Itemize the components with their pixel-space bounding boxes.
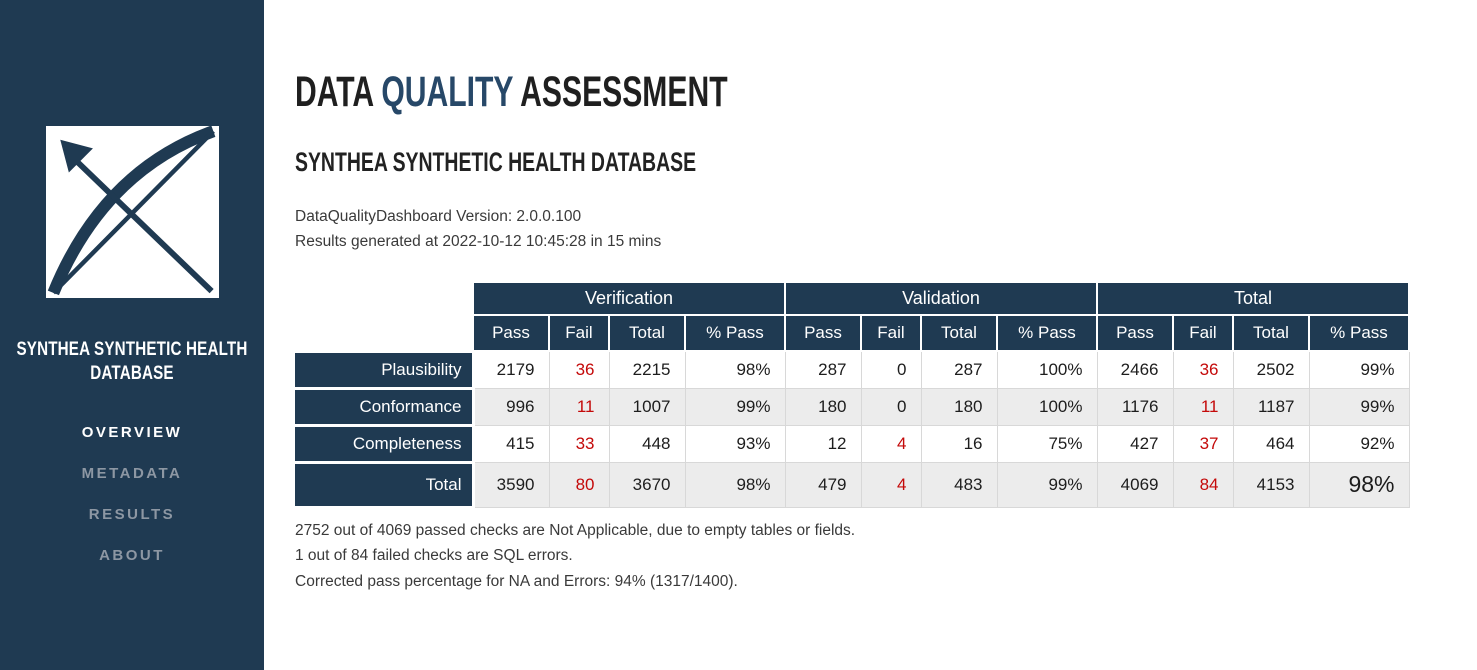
title-post: ASSESSMENT bbox=[512, 68, 728, 116]
run-metadata: DataQualityDashboard Version: 2.0.0.100 … bbox=[295, 204, 1410, 254]
cell: 75% bbox=[996, 424, 1098, 463]
row-label: Completeness bbox=[295, 423, 475, 464]
group-header-verification: Verification bbox=[472, 281, 786, 316]
cell: 180 bbox=[784, 387, 862, 426]
cell: 2502 bbox=[1232, 350, 1310, 389]
cell: 1187 bbox=[1232, 387, 1310, 426]
title-pre: DATA bbox=[295, 68, 382, 116]
cell-fail: 36 bbox=[1172, 350, 1234, 389]
row-label: Plausibility bbox=[295, 349, 475, 390]
table-row-completeness: Completeness 415 33 448 93% 12 4 16 75% … bbox=[295, 423, 1410, 464]
footnotes: 2752 out of 4069 passed checks are Not A… bbox=[295, 518, 1410, 595]
generated-line: Results generated at 2022-10-12 10:45:28… bbox=[295, 233, 662, 250]
col-validation-total: Total bbox=[920, 314, 998, 352]
col-validation-pass: Pass bbox=[784, 314, 862, 352]
cell: 996 bbox=[472, 387, 550, 426]
cell-fail: 84 bbox=[1172, 461, 1234, 508]
cell-fail: 4 bbox=[860, 461, 922, 508]
cell: 415 bbox=[472, 424, 550, 463]
cell: 92% bbox=[1308, 424, 1410, 463]
table-row-total: Total 3590 80 3670 98% 479 4 483 99% 406… bbox=[295, 460, 1410, 509]
sidebar-item-results[interactable]: RESULTS bbox=[88, 506, 176, 523]
cell-fail: 11 bbox=[1172, 387, 1234, 426]
overall-pass-percentage: 98% bbox=[1308, 461, 1410, 508]
col-total-fail: Fail bbox=[1172, 314, 1234, 352]
row-label: Total bbox=[295, 460, 475, 509]
bow-arrow-icon bbox=[46, 126, 218, 298]
cell: 180 bbox=[920, 387, 998, 426]
group-header-row: Verification Validation Total bbox=[295, 281, 1410, 316]
sidebar-nav: OVERVIEW METADATA RESULTS ABOUT bbox=[0, 412, 264, 576]
cell: 0 bbox=[860, 350, 922, 389]
cell-fail: 11 bbox=[548, 387, 610, 426]
cell: 2215 bbox=[608, 350, 686, 389]
col-total-total: Total bbox=[1232, 314, 1310, 352]
sidebar-item-about[interactable]: ABOUT bbox=[99, 547, 165, 564]
cell: 4069 bbox=[1096, 461, 1174, 508]
col-verification-pct: % Pass bbox=[684, 314, 786, 352]
cell: 99% bbox=[684, 387, 786, 426]
cell: 483 bbox=[920, 461, 998, 508]
cell: 479 bbox=[784, 461, 862, 508]
cell: 99% bbox=[996, 461, 1098, 508]
col-verification-pass: Pass bbox=[472, 314, 550, 352]
sidebar-item-metadata[interactable]: METADATA bbox=[81, 465, 183, 482]
col-verification-fail: Fail bbox=[548, 314, 610, 352]
cell: 1176 bbox=[1096, 387, 1174, 426]
corner-blank bbox=[295, 282, 473, 315]
cell: 287 bbox=[784, 350, 862, 389]
cell: 2466 bbox=[1096, 350, 1174, 389]
cell: 3590 bbox=[472, 461, 550, 508]
cell-fail: 37 bbox=[1172, 424, 1234, 463]
cell: 3670 bbox=[608, 461, 686, 508]
sidebar-database-title: SYNTHEA SYNTHETIC HEALTH DATABASE bbox=[16, 339, 248, 384]
main-content: DATA QUALITY ASSESSMENT SYNTHEA SYNTHETI… bbox=[264, 0, 1410, 670]
cell: 16 bbox=[920, 424, 998, 463]
cell: 287 bbox=[920, 350, 998, 389]
cell: 2179 bbox=[472, 350, 550, 389]
cell: 100% bbox=[996, 387, 1098, 426]
cell: 0 bbox=[860, 387, 922, 426]
cell: 98% bbox=[684, 350, 786, 389]
corner-blank bbox=[295, 315, 473, 351]
page-title: DATA QUALITY ASSESSMENT bbox=[295, 70, 728, 114]
row-label: Conformance bbox=[295, 386, 475, 427]
cell: 427 bbox=[1096, 424, 1174, 463]
dqd-logo bbox=[45, 126, 219, 298]
cell: 448 bbox=[608, 424, 686, 463]
sub-header-row: Pass Fail Total % Pass Pass Fail Total %… bbox=[295, 314, 1410, 352]
version-line: DataQualityDashboard Version: 2.0.0.100 bbox=[295, 208, 582, 225]
col-total-pass: Pass bbox=[1096, 314, 1174, 352]
col-verification-total: Total bbox=[608, 314, 686, 352]
group-header-total: Total bbox=[1096, 281, 1410, 316]
cell: 98% bbox=[684, 461, 786, 508]
cell: 464 bbox=[1232, 424, 1310, 463]
cell: 100% bbox=[996, 350, 1098, 389]
col-total-pct: % Pass bbox=[1308, 314, 1410, 352]
results-summary-table: Verification Validation Total Pass Fail … bbox=[295, 281, 1410, 509]
col-validation-pct: % Pass bbox=[996, 314, 1098, 352]
cell-fail: 4 bbox=[860, 424, 922, 463]
title-accent: QUALITY bbox=[381, 68, 513, 116]
group-header-validation: Validation bbox=[784, 281, 1098, 316]
cell-fail: 33 bbox=[548, 424, 610, 463]
sidebar: SYNTHEA SYNTHETIC HEALTH DATABASE OVERVI… bbox=[0, 0, 264, 670]
cell: 99% bbox=[1308, 387, 1410, 426]
note-corrected-pct: Corrected pass percentage for NA and Err… bbox=[295, 572, 738, 590]
table-row-plausibility: Plausibility 2179 36 2215 98% 287 0 287 … bbox=[295, 349, 1410, 390]
col-validation-fail: Fail bbox=[860, 314, 922, 352]
cell: 93% bbox=[684, 424, 786, 463]
note-sql-errors: 1 out of 84 failed checks are SQL errors… bbox=[295, 547, 573, 564]
cell-fail: 80 bbox=[548, 461, 610, 508]
table-row-conformance: Conformance 996 11 1007 99% 180 0 180 10… bbox=[295, 386, 1410, 427]
sidebar-item-overview[interactable]: OVERVIEW bbox=[81, 424, 183, 441]
cell: 99% bbox=[1308, 350, 1410, 389]
cell: 4153 bbox=[1232, 461, 1310, 508]
cell-fail: 36 bbox=[548, 350, 610, 389]
cell: 1007 bbox=[608, 387, 686, 426]
database-subtitle: SYNTHEA SYNTHETIC HEALTH DATABASE bbox=[295, 147, 697, 177]
note-not-applicable: 2752 out of 4069 passed checks are Not A… bbox=[295, 521, 856, 539]
cell: 12 bbox=[784, 424, 862, 463]
